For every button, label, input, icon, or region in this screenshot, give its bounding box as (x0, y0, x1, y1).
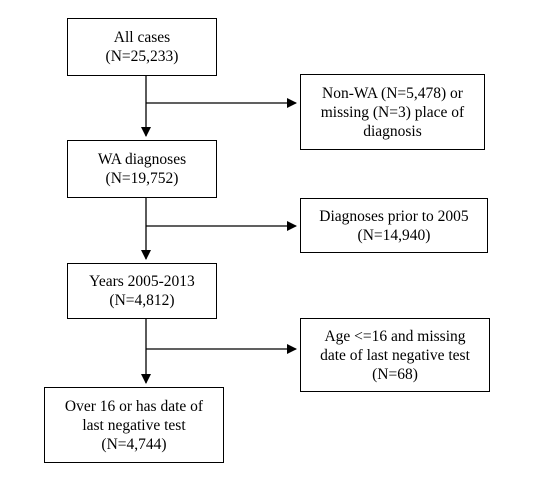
box-exclusion-prior-2005: Diagnoses prior to 2005 (N=14,940) (300, 198, 488, 253)
box-wa-diagnoses: WA diagnoses (N=19,752) (67, 140, 217, 198)
box-exclusion-non-wa-line-2: missing (N=3) place of (320, 103, 465, 121)
box-years-line-2: (N=4,812) (109, 292, 175, 309)
box-wa-diagnoses-line-2: (N=19,752) (105, 170, 179, 187)
box-exclusion-non-wa: Non-WA (N=5,478) or missing (N=3) place … (300, 74, 485, 150)
box-years-line-1: Years 2005-2013 (89, 273, 195, 290)
box-exclusion-non-wa-line-1: Non-WA (N=5,478) or (322, 84, 463, 102)
box-all-cases: All cases (N=25,233) (67, 18, 217, 76)
box-exclusion-age-line-3: (N=68) (372, 365, 418, 383)
box-final-line-1: Over 16 or has date of (64, 397, 204, 415)
box-wa-diagnoses-line-1: WA diagnoses (97, 151, 187, 168)
box-exclusion-prior-2005-line-2: (N=14,940) (357, 226, 431, 244)
box-final-line-3: (N=4,744) (101, 435, 167, 453)
box-all-cases-line-2: (N=25,233) (105, 48, 179, 65)
box-final: Over 16 or has date of last negative tes… (44, 387, 224, 463)
box-final-line-2: last negative test (82, 416, 186, 434)
box-exclusion-age: Age <=16 and missing date of last negati… (300, 318, 490, 392)
box-exclusion-prior-2005-line-1: Diagnoses prior to 2005 (319, 207, 469, 225)
box-exclusion-age-line-1: Age <=16 and missing (324, 327, 466, 345)
box-exclusion-age-line-2: date of last negative test (320, 346, 470, 364)
box-years: Years 2005-2013 (N=4,812) (67, 263, 217, 319)
box-all-cases-line-1: All cases (113, 29, 171, 46)
box-exclusion-non-wa-line-3: diagnosis (363, 122, 422, 140)
